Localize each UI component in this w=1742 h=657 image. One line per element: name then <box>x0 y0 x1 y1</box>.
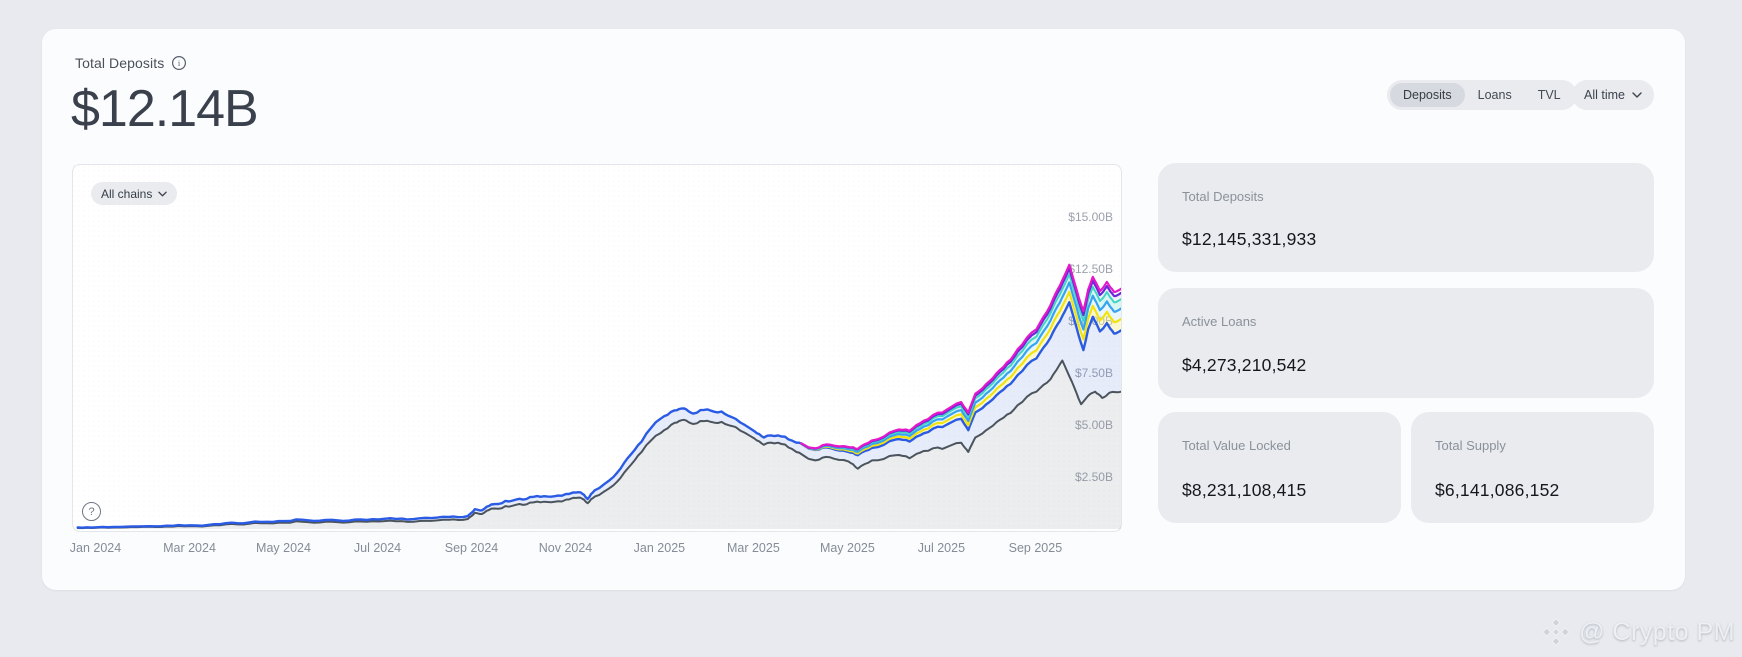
x-axis-label: Mar 2024 <box>163 541 216 555</box>
tab-deposits[interactable]: Deposits <box>1390 83 1465 107</box>
metric-tab-group: Deposits Loans TVL <box>1387 80 1577 110</box>
watermark-text: @ Crypto PM <box>1579 617 1735 646</box>
stat-label: Total Value Locked <box>1182 438 1291 453</box>
tab-tvl[interactable]: TVL <box>1537 88 1561 102</box>
x-axis-label: Jul 2025 <box>917 541 966 555</box>
stats-bottom-row: Total Value Locked $8,231,108,415 Total … <box>1158 412 1654 523</box>
x-axis-label: Sep 2024 <box>444 541 499 555</box>
chain-filter-dropdown[interactable]: All chains <box>91 182 178 205</box>
stat-value: $8,231,108,415 <box>1182 480 1307 500</box>
series-line-gray <box>76 359 1121 530</box>
x-axis-label: Jan 2025 <box>633 541 686 555</box>
stat-value: $6,141,086,152 <box>1435 480 1560 500</box>
svg-text:i: i <box>178 58 181 68</box>
deposits-line-chart[interactable]: $15.00B$12.50B$10.00B$7.50B$5.00B$2.50B <box>73 165 1121 531</box>
chart-panel: All chains $15.00B$12.50B$10.00B$7.50B$5… <box>72 164 1122 532</box>
chevron-down-icon <box>158 191 168 197</box>
time-range-dropdown[interactable]: All time <box>1572 80 1654 110</box>
series-line-sky <box>800 281 1121 453</box>
metric-header: Total Deposits i <box>75 55 187 71</box>
stat-card-total-supply: Total Supply $6,141,086,152 <box>1411 412 1654 523</box>
stats-column: Total Deposits $12,145,331,933 Active Lo… <box>1158 163 1654 523</box>
stat-value: $4,273,210,542 <box>1182 355 1307 375</box>
x-axis-label: Jan 2024 <box>69 541 122 555</box>
x-axis-label: Mar 2025 <box>726 541 780 555</box>
x-axis-label: Jul 2024 <box>353 541 402 555</box>
help-icon[interactable]: ? <box>82 502 101 521</box>
dashboard-panel: Total Deposits i $12.14B Deposits Loans … <box>42 29 1685 590</box>
metric-value: $12.14B <box>71 80 259 138</box>
page-title: Total Deposits <box>75 55 165 71</box>
diamond-logo-icon <box>1541 617 1571 647</box>
stat-card-total-deposits: Total Deposits $12,145,331,933 <box>1158 163 1654 272</box>
chart-x-axis: Jan 2024 Mar 2024 May 2024 Jul 2024 Sep 2024… <box>69 541 1122 557</box>
stat-label: Total Supply <box>1435 438 1506 453</box>
x-axis-label: May 2025 <box>819 541 875 555</box>
x-axis-label: Sep 2025 <box>1008 541 1063 555</box>
series-line-yellow <box>800 290 1121 455</box>
chain-filter-label: All chains <box>101 186 153 201</box>
stat-card-active-loans: Active Loans $4,273,210,542 <box>1158 288 1654 398</box>
stat-card-tvl: Total Value Locked $8,231,108,415 <box>1158 412 1401 523</box>
tab-loans[interactable]: Loans <box>1477 88 1512 102</box>
series-line-magenta <box>800 263 1121 450</box>
stat-label: Active Loans <box>1182 314 1257 329</box>
time-range-label: All time <box>1584 88 1625 102</box>
chevron-down-icon <box>1632 92 1642 98</box>
x-axis-label: Nov 2024 <box>538 541 593 555</box>
chart-texture-overlay <box>73 165 1121 531</box>
x-axis-label: May 2024 <box>256 541 311 555</box>
info-icon[interactable]: i <box>171 55 187 71</box>
watermark: @ Crypto PM <box>1541 617 1735 647</box>
series-line-blue <box>76 301 1121 529</box>
stat-value: $12,145,331,933 <box>1182 229 1317 249</box>
stat-label: Total Deposits <box>1182 189 1264 204</box>
